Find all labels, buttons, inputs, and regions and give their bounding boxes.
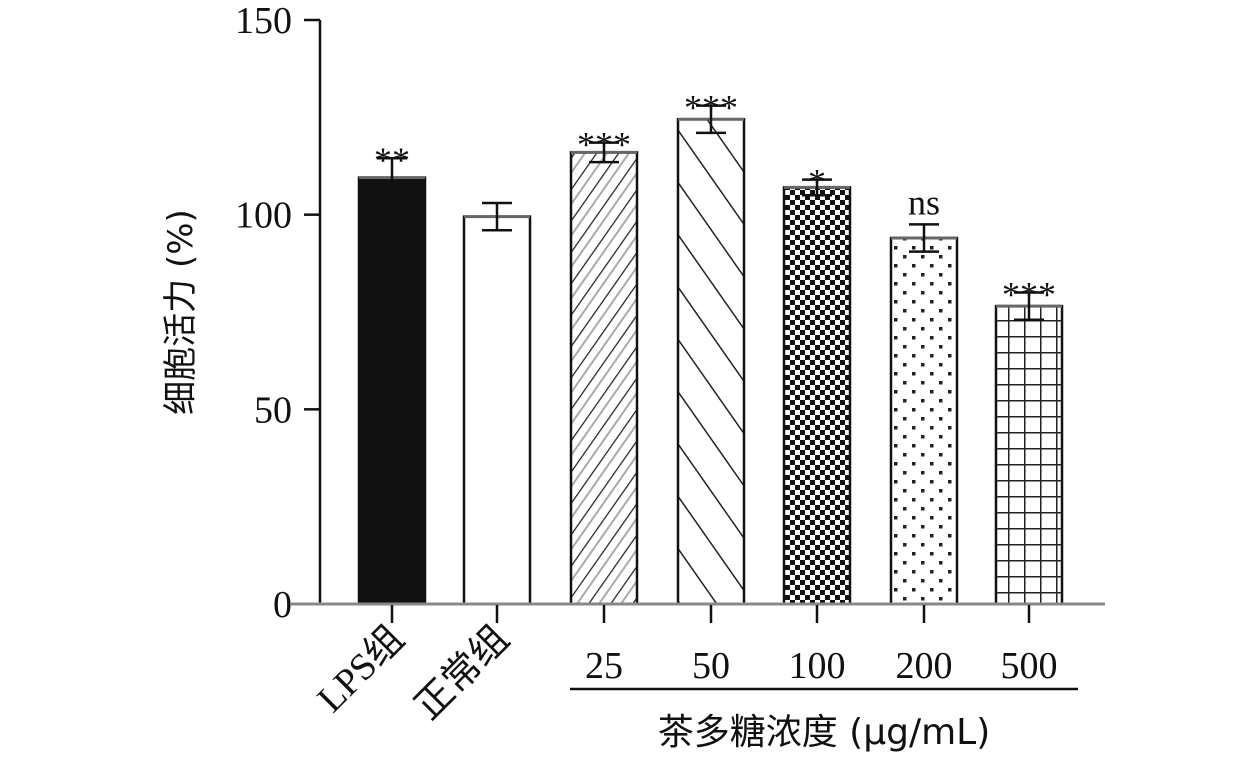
significance-label: *	[808, 162, 826, 202]
y-ticks: 0 50 100 150	[235, 0, 320, 626]
y-tick-label: 150	[235, 0, 292, 42]
y-tick-label: 50	[254, 389, 292, 431]
x-category-label: 正常组	[407, 618, 517, 728]
y-axis-title: 细胞活力 (%)	[161, 209, 201, 415]
significance-label: ***	[684, 88, 738, 128]
significance-label: ***	[577, 125, 631, 165]
group-bracket-label: 茶多糖浓度 (μg/mL)	[658, 712, 991, 753]
x-category-label: 100	[789, 645, 846, 687]
significance-label: **	[374, 140, 410, 180]
bar-3	[676, 118, 746, 606]
x-category-label: 50	[692, 645, 730, 687]
significance-label: ns	[908, 182, 940, 222]
y-axis: 0 50 100 150	[235, 0, 322, 626]
x-category-label: 500	[1001, 645, 1058, 687]
bar-6	[994, 304, 1064, 606]
bar-4	[782, 186, 852, 606]
bars: ** *******ns***	[357, 88, 1064, 606]
group-bracket: 茶多糖浓度 (μg/mL)	[570, 687, 1078, 753]
x-category-label: 200	[896, 645, 953, 687]
y-tick-label: 100	[235, 195, 292, 237]
bar-0	[357, 176, 427, 606]
x-category-label: LPS组	[309, 618, 412, 721]
x-category-label: 25	[585, 645, 623, 687]
y-tick-label: 0	[273, 584, 292, 626]
bar-1	[462, 215, 532, 606]
bar-5	[889, 236, 959, 606]
bar-2	[569, 151, 639, 606]
significance-label: ***	[1002, 275, 1056, 315]
